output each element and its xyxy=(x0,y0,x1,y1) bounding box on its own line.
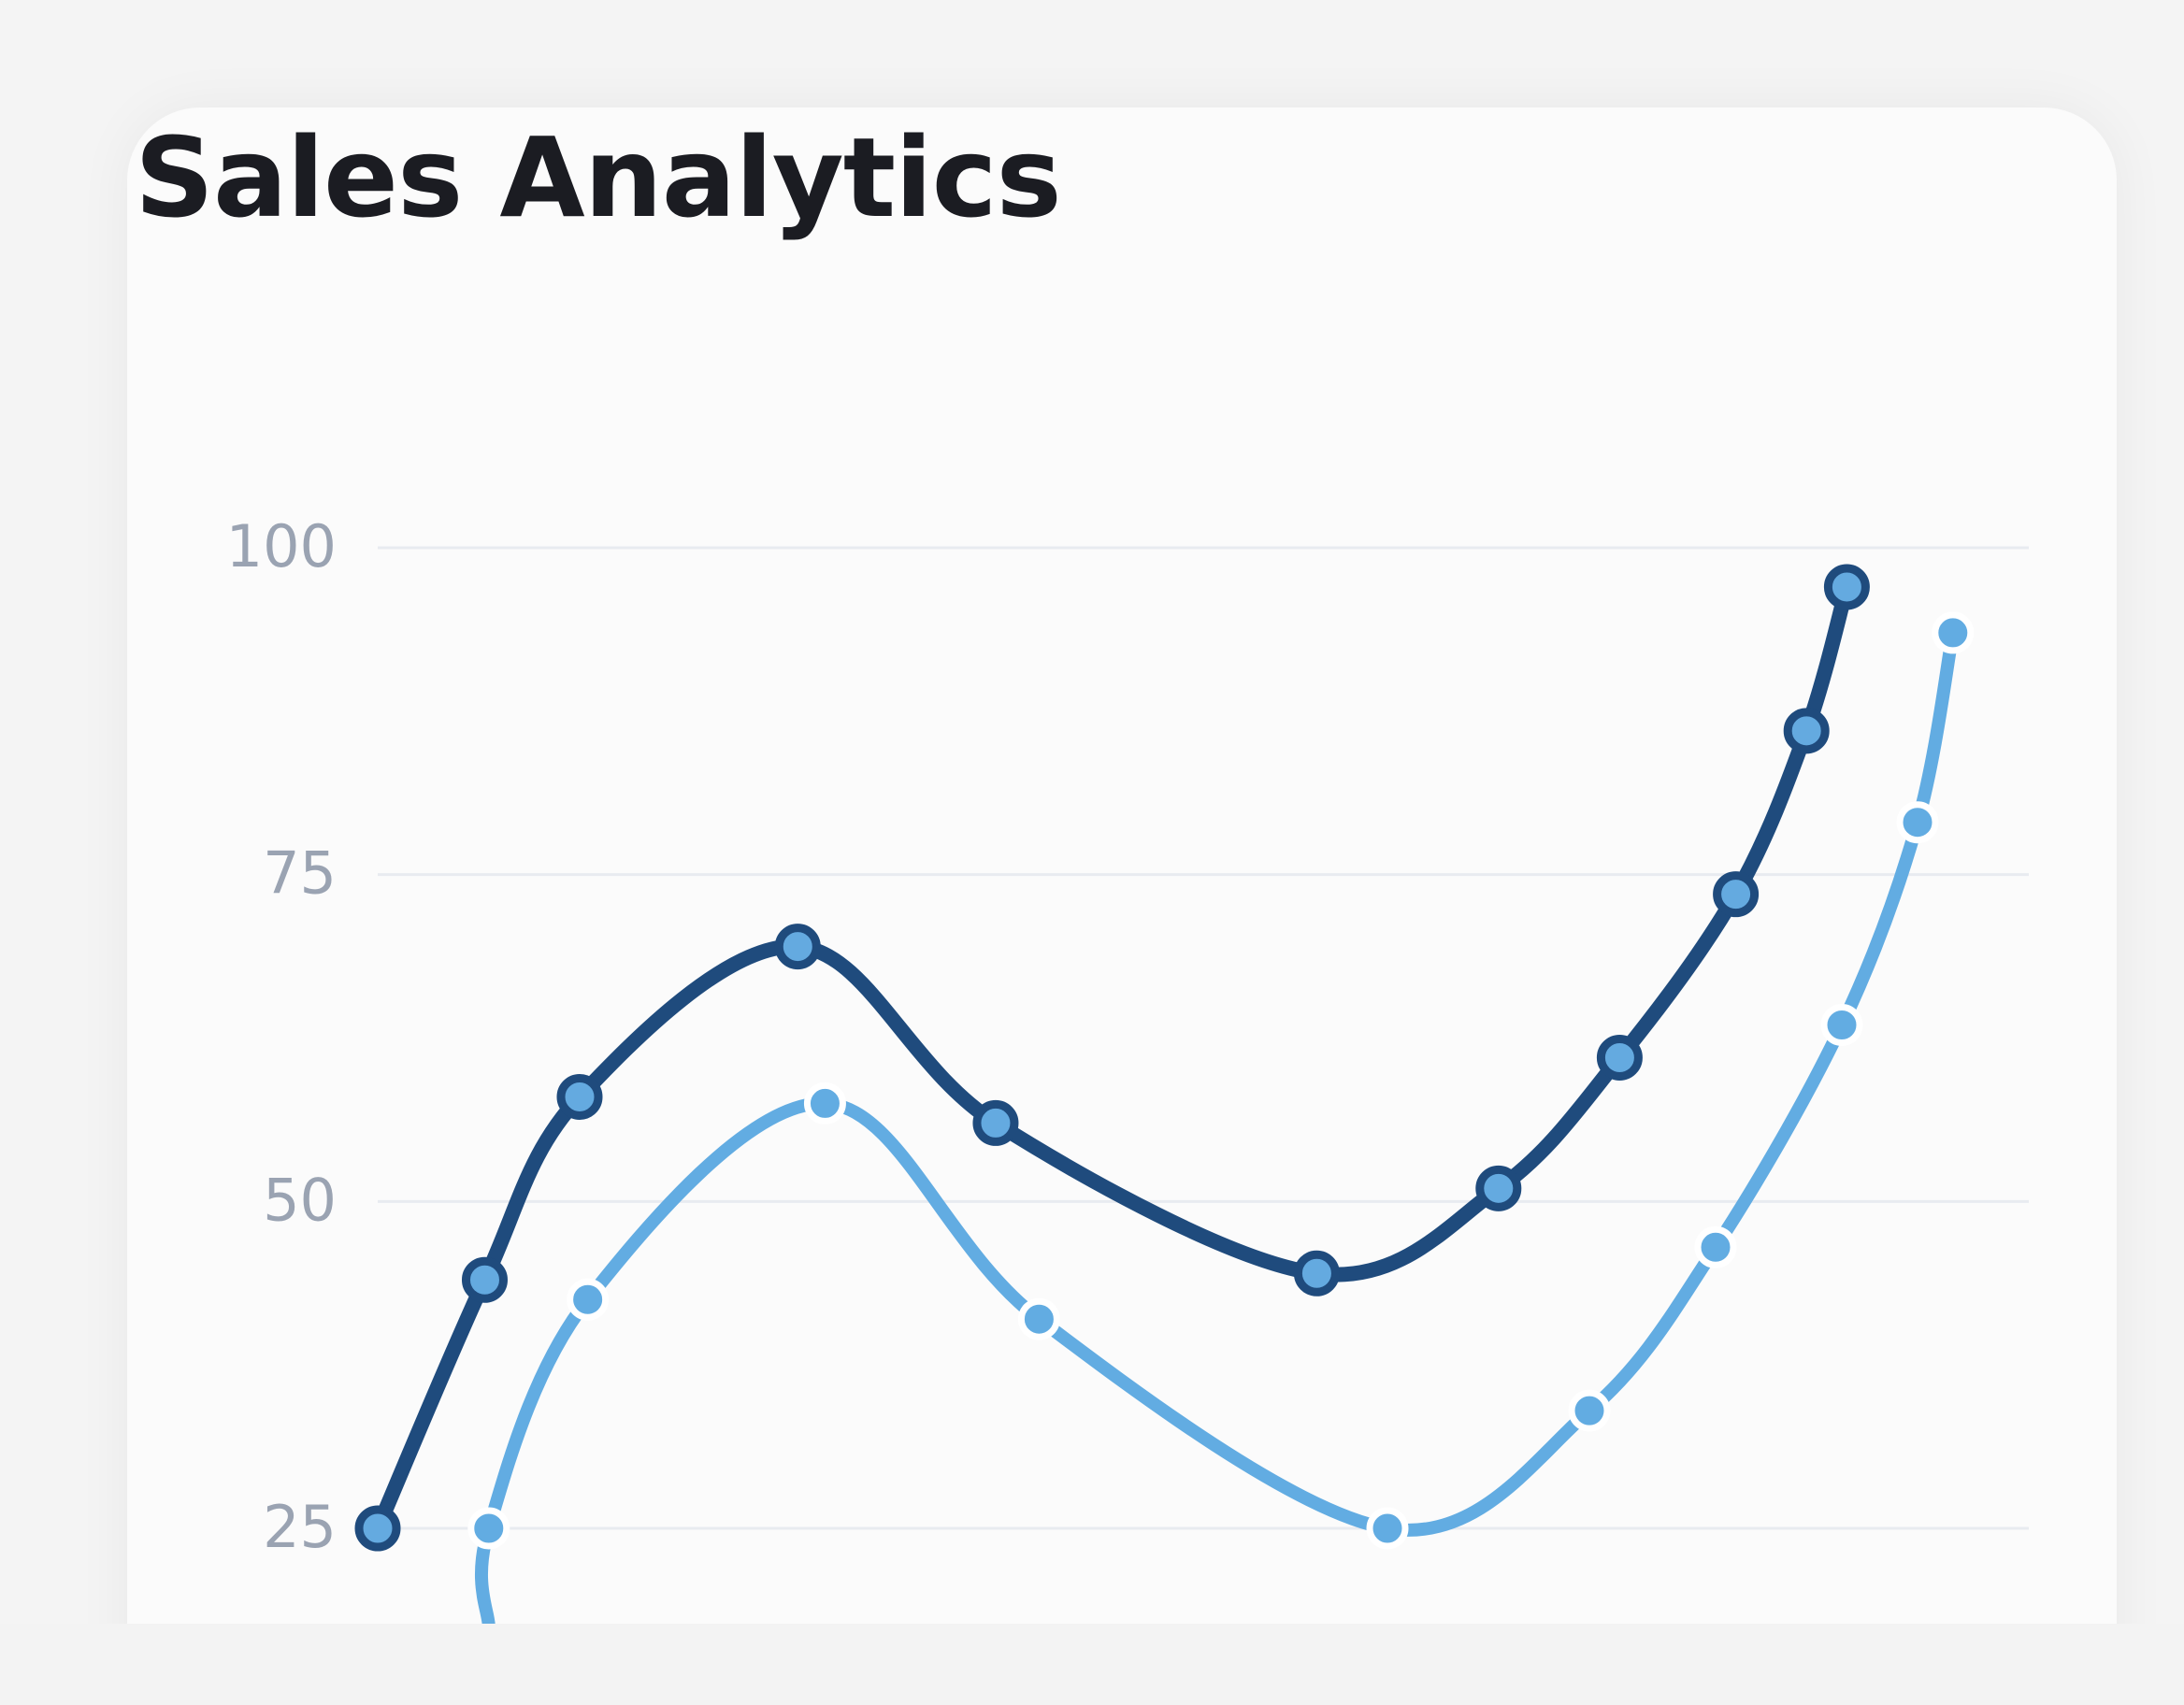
data-point xyxy=(1823,564,1870,610)
data-point xyxy=(1694,1225,1737,1268)
data-point xyxy=(972,1099,1019,1146)
data-point xyxy=(567,1278,610,1321)
bottom-band xyxy=(0,1624,2184,1705)
chart-card xyxy=(127,107,2117,1705)
y-tick-label: 100 xyxy=(226,512,337,580)
y-tick-label: 25 xyxy=(263,1493,337,1561)
data-point xyxy=(467,1507,510,1550)
data-point xyxy=(461,1256,508,1303)
data-point xyxy=(803,1082,846,1125)
data-point xyxy=(1293,1250,1340,1297)
data-point xyxy=(556,1073,603,1120)
data-point xyxy=(1896,801,1939,844)
data-point xyxy=(1932,611,1975,654)
data-point xyxy=(1366,1507,1409,1550)
y-tick-label: 50 xyxy=(263,1166,337,1234)
data-point xyxy=(1820,1004,1863,1047)
y-tick-label: 75 xyxy=(263,839,337,908)
data-point xyxy=(1568,1389,1611,1432)
data-point xyxy=(774,924,821,970)
data-point xyxy=(1017,1297,1060,1340)
y-axis: 100 75 50 25 xyxy=(226,512,2029,1561)
series-line-2 xyxy=(475,625,1960,1633)
data-point xyxy=(1713,871,1760,918)
data-point xyxy=(354,1505,401,1552)
data-point xyxy=(1475,1165,1522,1211)
series-1 xyxy=(354,564,1870,1552)
data-point xyxy=(1783,708,1830,754)
data-point xyxy=(1596,1034,1643,1081)
series-2 xyxy=(467,611,1975,1633)
chart-title: Sales Analytics xyxy=(135,113,1062,242)
